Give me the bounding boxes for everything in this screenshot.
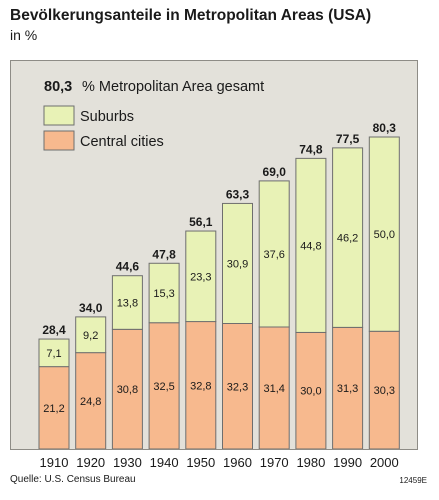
x-tick-label-2000: 2000 xyxy=(370,455,399,470)
x-tick-label-1990: 1990 xyxy=(333,455,362,470)
x-tick-label-1980: 1980 xyxy=(296,455,325,470)
data-label-central-cities-1960: 32,3 xyxy=(227,381,248,393)
bar-suburbs-1920 xyxy=(75,316,107,354)
note-text: % Metropolitan Area gesamt xyxy=(82,79,264,95)
x-tick-label-1940: 1940 xyxy=(150,455,179,470)
data-label-suburbs-1910: 7,1 xyxy=(46,348,61,360)
bar-central-cities-1950 xyxy=(185,321,217,450)
chart-subtitle: in % xyxy=(10,27,38,43)
bar-central-cities-1910 xyxy=(38,366,70,450)
data-label-total-1960: 63,3 xyxy=(226,187,250,201)
data-label-suburbs-1930: 13,8 xyxy=(117,298,138,310)
bar-central-cities-1970 xyxy=(258,326,290,450)
data-label-suburbs-1950: 23,3 xyxy=(190,271,211,283)
x-tick-label-1910: 1910 xyxy=(40,455,69,470)
data-label-suburbs-1920: 9,2 xyxy=(83,330,98,342)
bar-suburbs-1950 xyxy=(185,230,217,323)
x-tick-label-1970: 1970 xyxy=(260,455,289,470)
data-label-suburbs-1990: 46,2 xyxy=(337,233,358,245)
source-note: Quelle: U.S. Census Bureau xyxy=(10,474,136,485)
data-label-total-1990: 77,5 xyxy=(336,132,360,146)
data-label-total-1930: 44,6 xyxy=(116,260,140,274)
bar-suburbs-1910 xyxy=(38,338,70,368)
data-label-central-cities-1980: 30,0 xyxy=(300,386,321,398)
data-label-central-cities-2000: 30,3 xyxy=(374,385,395,397)
data-label-central-cities-1930: 30,8 xyxy=(117,384,138,396)
data-label-total-1970: 69,0 xyxy=(263,165,287,179)
data-label-total-1980: 74,8 xyxy=(299,142,323,156)
data-label-total-2000: 80,3 xyxy=(373,121,397,135)
x-tick-label-1960: 1960 xyxy=(223,455,252,470)
data-label-central-cities-1920: 24,8 xyxy=(80,396,101,408)
legend-label-suburbs: Suburbs xyxy=(80,109,134,125)
data-label-central-cities-1990: 31,3 xyxy=(337,383,358,395)
x-tick-label-1950: 1950 xyxy=(186,455,215,470)
bar-central-cities-1990 xyxy=(332,326,364,450)
data-label-central-cities-1910: 21,2 xyxy=(43,403,64,415)
bar-suburbs-1980 xyxy=(295,157,327,333)
chart-title: Bevölkerungsanteile in Metropolitan Area… xyxy=(10,7,372,24)
graphic-code: 12459E xyxy=(399,476,427,485)
data-label-total-1920: 34,0 xyxy=(79,301,103,315)
bar-suburbs-1970 xyxy=(258,180,290,328)
bar-suburbs-1930 xyxy=(111,275,143,330)
bar-suburbs-1960 xyxy=(222,202,253,325)
legend-label-central-cities: Central cities xyxy=(80,134,164,150)
bar-suburbs-1940 xyxy=(148,262,180,324)
bar-central-cities-2000 xyxy=(368,330,400,450)
data-label-total-1940: 47,8 xyxy=(152,247,176,261)
data-label-central-cities-1970: 31,4 xyxy=(263,383,284,395)
note-value: 80,3 xyxy=(44,79,72,95)
legend-swatch-central-cities xyxy=(43,130,75,151)
data-label-suburbs-1940: 15,3 xyxy=(153,288,174,300)
bar-suburbs-2000 xyxy=(368,136,400,332)
data-label-central-cities-1950: 32,8 xyxy=(190,380,211,392)
legend-swatch-suburbs xyxy=(43,105,75,126)
bar-suburbs-1990 xyxy=(332,147,364,328)
data-label-total-1910: 28,4 xyxy=(42,323,66,337)
data-label-suburbs-2000: 50,0 xyxy=(374,229,395,241)
x-tick-label-1930: 1930 xyxy=(113,455,142,470)
data-label-total-1950: 56,1 xyxy=(189,215,213,229)
data-label-suburbs-1980: 44,8 xyxy=(300,240,321,252)
x-tick-label-1920: 1920 xyxy=(76,455,105,470)
bars-group: 21,2 7,1 28,4 24,8 9,2 34,0 30,8 13,8 44,6 32,5 15… xyxy=(38,121,400,450)
x-tick-labels: 1910 1920 1930 1940 1950 1960 1970 1980 1990 2000 xyxy=(40,455,399,470)
data-label-suburbs-1970: 37,6 xyxy=(263,249,284,261)
bar-central-cities-1960 xyxy=(222,323,253,450)
data-label-central-cities-1940: 32,5 xyxy=(153,381,174,393)
data-label-suburbs-1960: 30,9 xyxy=(227,258,248,270)
